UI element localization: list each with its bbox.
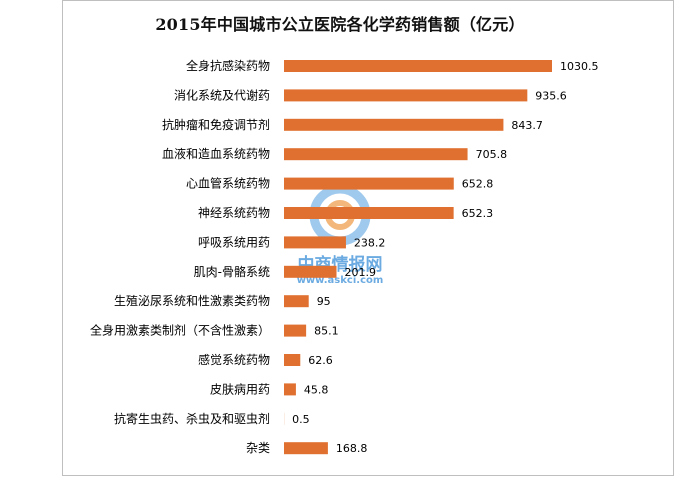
bar bbox=[284, 60, 552, 72]
category-label: 皮肤病用药 bbox=[210, 381, 270, 396]
bar bbox=[284, 324, 307, 337]
bar bbox=[284, 295, 309, 308]
category-label: 血液和造血系统药物 bbox=[162, 146, 270, 161]
bar bbox=[284, 148, 468, 161]
category-label: 抗寄生虫药、杀虫及和驱虫剂 bbox=[114, 411, 270, 426]
value-label: 652.3 bbox=[462, 207, 494, 220]
category-label: 神经系统药物 bbox=[198, 206, 270, 220]
watermark-url: www.askci.com bbox=[297, 275, 384, 286]
chart-frame bbox=[62, 0, 674, 476]
value-label: 62.6 bbox=[308, 354, 333, 367]
category-label: 呼吸系统用药 bbox=[198, 235, 270, 249]
bar bbox=[284, 354, 301, 366]
bar bbox=[284, 383, 296, 396]
value-label: 1030.5 bbox=[560, 60, 599, 73]
value-label: 201.9 bbox=[345, 266, 377, 279]
value-label: 935.6 bbox=[535, 89, 567, 102]
value-label: 85.1 bbox=[314, 325, 339, 338]
bars-layer bbox=[284, 60, 552, 455]
value-labels: 1030.5 935.6 843.7 705.8 652.8 652.3 238.2 201.… bbox=[292, 60, 598, 455]
value-label: 652.8 bbox=[462, 178, 494, 191]
category-label: 全身抗感染药物 bbox=[186, 58, 270, 73]
category-label: 心血管系统药物 bbox=[186, 176, 270, 191]
bar bbox=[284, 236, 346, 249]
category-label: 消化系统及代谢药 bbox=[174, 87, 270, 102]
value-label: 238.2 bbox=[354, 236, 386, 249]
bar bbox=[284, 118, 504, 131]
bar bbox=[284, 442, 328, 455]
bar bbox=[284, 89, 528, 102]
value-label: 95 bbox=[317, 295, 331, 308]
value-label: 0.5 bbox=[292, 413, 310, 426]
chart-title: 2015年中国城市公立医院各化学药销售额（亿元） bbox=[155, 15, 525, 34]
category-label: 抗肿瘤和免疫调节剂 bbox=[162, 117, 270, 132]
bar bbox=[284, 177, 454, 190]
bar bbox=[284, 207, 454, 219]
category-label: 全身用激素类制剂（不含性激素） bbox=[90, 323, 270, 338]
category-label: 生殖泌尿系统和性激素类药物 bbox=[114, 293, 270, 308]
bar bbox=[284, 265, 337, 278]
value-label: 45.8 bbox=[304, 383, 329, 396]
category-labels: 全身抗感染药物消化系统及代谢药抗肿瘤和免疫调节剂血液和造血系统药物心血管系统药物… bbox=[90, 58, 270, 455]
value-label: 843.7 bbox=[511, 119, 543, 132]
value-label: 168.8 bbox=[336, 442, 368, 455]
category-label: 杂类 bbox=[246, 441, 270, 455]
value-label: 705.8 bbox=[476, 148, 508, 161]
category-label: 肌肉-骨骼系统 bbox=[194, 264, 270, 279]
category-label: 感觉系统药物 bbox=[198, 352, 270, 367]
